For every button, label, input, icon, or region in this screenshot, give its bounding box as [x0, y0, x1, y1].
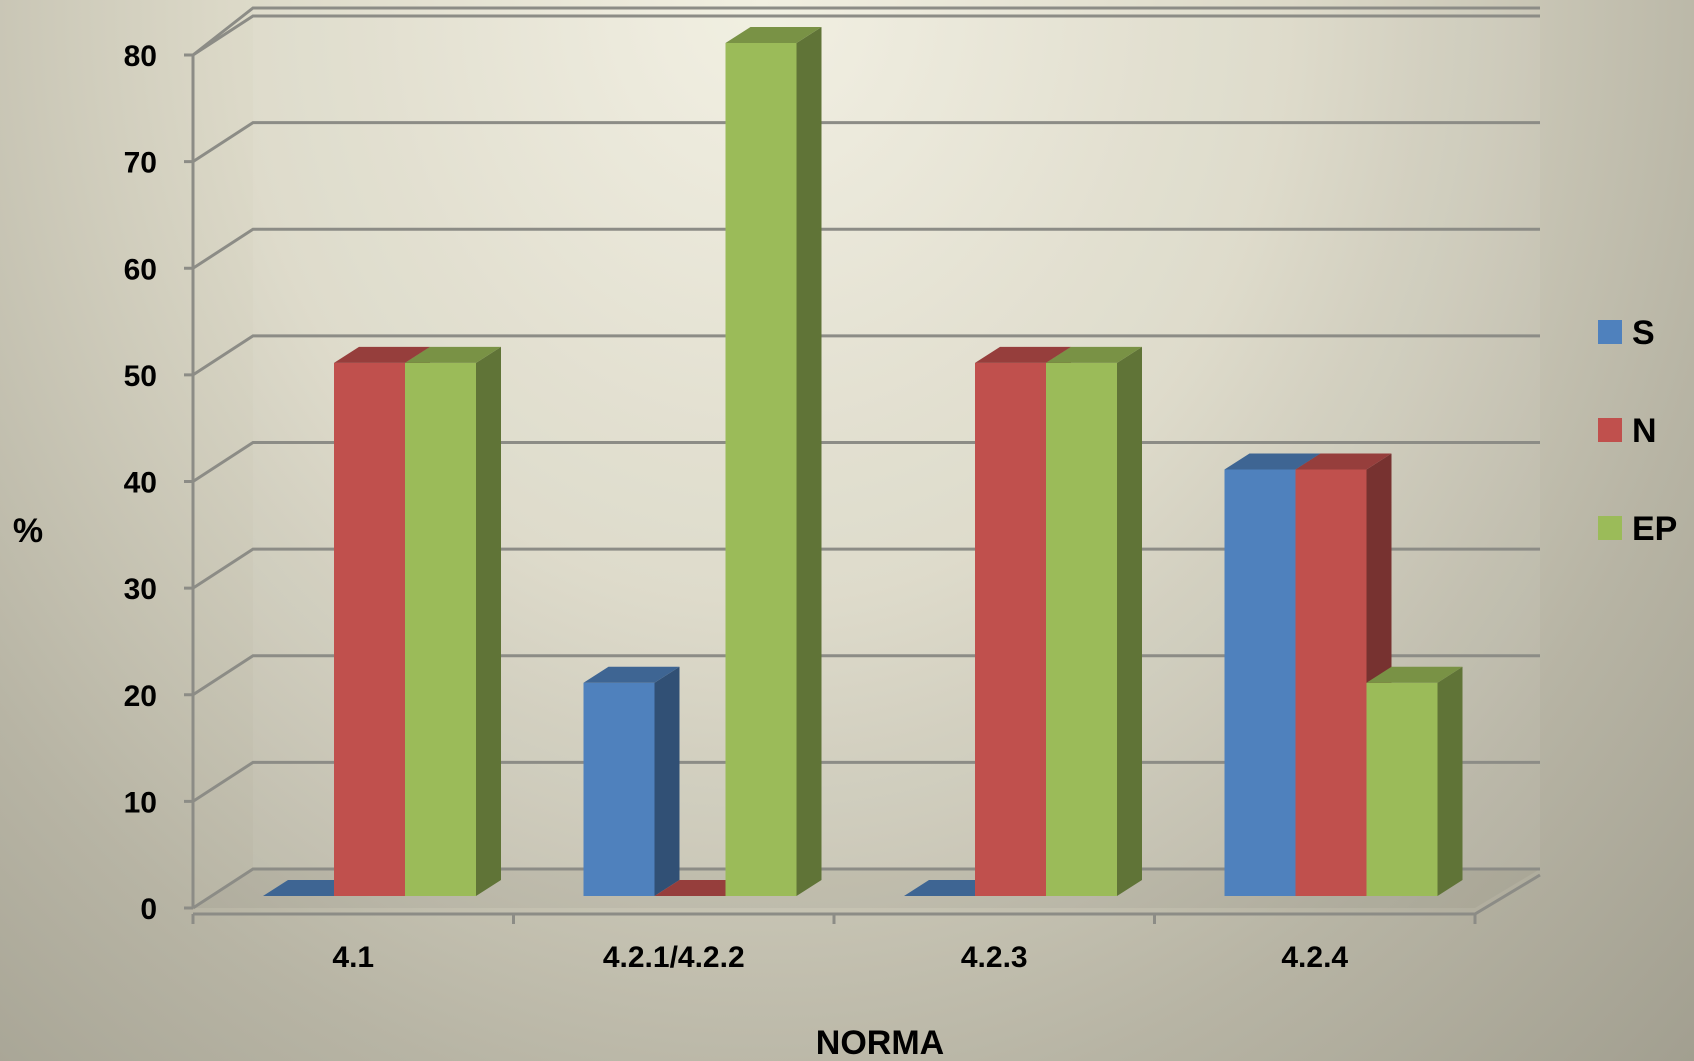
x-tick-label: 4.2.3: [961, 941, 1028, 974]
gridline: [192, 14, 1540, 57]
y-tick-label: 0: [140, 893, 157, 926]
bar-top: [334, 346, 430, 363]
bar-front: [1224, 469, 1296, 896]
y-tick-label: 50: [124, 360, 157, 393]
gridline: [192, 227, 1540, 270]
legend-label: N: [1632, 412, 1657, 450]
bar: [405, 346, 501, 896]
bar-front: [1046, 362, 1117, 896]
x-tick-label: 4.2.1/4.2.2: [603, 941, 745, 974]
bar-side: [796, 27, 822, 896]
bar-top: [1046, 346, 1142, 363]
legend-swatch: [1598, 320, 1622, 344]
legend-label: EP: [1632, 510, 1677, 548]
axes: [184, 53, 1541, 924]
back-wall: [253, 6, 1540, 869]
bar: [583, 666, 680, 896]
bars: [263, 27, 1463, 896]
y-tick-labels: 0 10 20 30 40 50 60 70 80: [124, 40, 157, 926]
y-tick-label: 40: [124, 467, 157, 500]
x-axis-title: NORMA: [816, 1024, 944, 1061]
bar-top: [1366, 666, 1463, 683]
bar-side: [1437, 666, 1463, 896]
bar-front: [975, 362, 1046, 896]
bar-front: [405, 362, 476, 896]
bar: [725, 27, 822, 896]
y-tick-label: 60: [124, 253, 157, 286]
bar-side: [1117, 346, 1142, 896]
bar-front: [334, 362, 405, 896]
bar-top: [1224, 453, 1321, 470]
bar-front: [1366, 682, 1438, 896]
x-tick-label: 4.1: [332, 941, 374, 974]
y-tick-label: 10: [124, 786, 157, 819]
y-tick-label: 80: [124, 40, 157, 73]
x-tick-label: 4.2.4: [1281, 941, 1348, 974]
bar-side: [654, 666, 680, 896]
bar: [1295, 453, 1392, 896]
y-tick-label: 20: [124, 680, 157, 713]
bar-top: [975, 346, 1071, 363]
bar-front: [725, 43, 797, 896]
legend-label: S: [1632, 314, 1655, 352]
bar-top: [583, 666, 680, 683]
legend: S N EP: [1598, 314, 1677, 548]
bar: [1366, 666, 1463, 896]
bar-top: [725, 27, 822, 43]
gridline: [192, 6, 1540, 57]
bar: [1046, 346, 1142, 896]
legend-swatch: [1598, 516, 1622, 540]
bar-top: [1295, 453, 1392, 470]
chart-walls: [193, 6, 1540, 908]
x-tick-labels: 4.1 4.2.1/4.2.2 4.2.3 4.2.4: [332, 941, 1348, 974]
gridline: [192, 334, 1540, 377]
bar-side: [476, 346, 501, 896]
bar-top: [405, 346, 501, 363]
y-tick-label: 30: [124, 573, 157, 606]
y-axis-title: %: [13, 512, 43, 550]
legend-swatch: [1598, 418, 1622, 442]
bar-front: [583, 682, 655, 896]
floor: [193, 869, 1540, 908]
y-tick-label: 70: [124, 147, 157, 180]
bar-front: [1295, 469, 1367, 896]
gridline: [192, 121, 1540, 163]
